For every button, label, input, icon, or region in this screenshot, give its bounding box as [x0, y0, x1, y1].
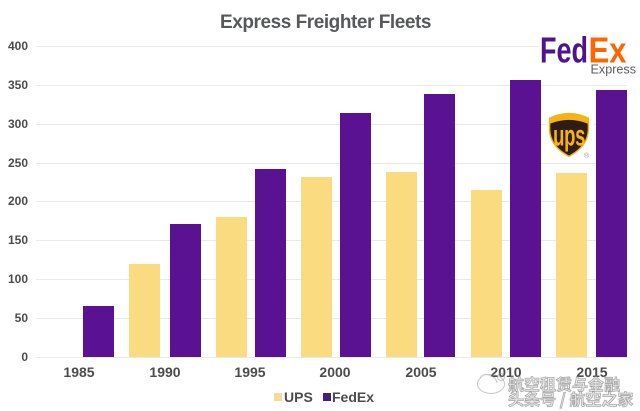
svg-text:Ex: Ex [589, 31, 627, 71]
svg-text:Express: Express [591, 63, 637, 77]
svg-text:ups: ups [553, 120, 585, 152]
svg-text:Fed: Fed [540, 30, 588, 70]
